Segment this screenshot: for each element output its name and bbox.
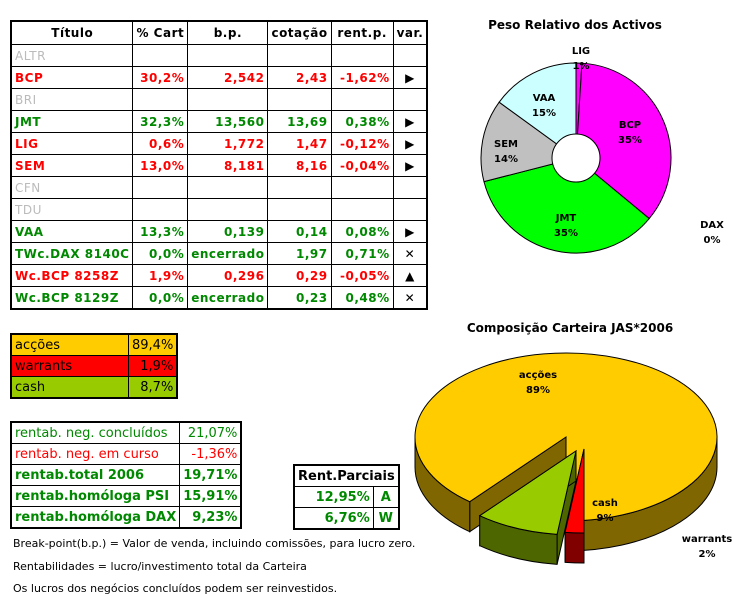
mix-value: 89,4% — [128, 333, 178, 356]
table-row: JMT 32,3% 13,560 13,69 0,38% ▶ — [10, 110, 428, 133]
cell-rent: -1,62% — [330, 66, 394, 89]
allocation-table: acções 89,4% warrants 1,9% cash 8,7% — [10, 333, 179, 399]
return-value: 9,23% — [179, 506, 242, 529]
table-row: Wc.BCP 8129Z 0,0% encerrado 0,23 0,48% ✕ — [10, 286, 428, 310]
return-label: rentab.total 2006 — [10, 464, 181, 486]
cell-bp: 1,772 — [187, 132, 269, 155]
pie1-slice-vaa — [498, 62, 577, 159]
return-label: rentab.homóloga DAX — [10, 506, 181, 529]
note-reinvest: Os lucros dos negócios concluídos podem … — [13, 582, 338, 595]
pie2-slice-warrants — [564, 448, 585, 534]
return-value: 15,91% — [179, 485, 242, 507]
pie2-label-cash: cash 9% — [592, 498, 618, 524]
return-row: rentab.total 2006 19,71% — [10, 464, 242, 486]
pie2-label-warrants: warrants 2% — [681, 534, 733, 560]
pie1-label-sem: SEM 14% — [494, 139, 518, 165]
return-label: rentab. neg. em curso — [10, 443, 181, 465]
table-row: BRI — [10, 88, 428, 111]
mix-row: acções 89,4% — [10, 333, 178, 356]
cell-cart: 1,9% — [132, 264, 189, 287]
table-header: Título % Cart b.p. cotação rent.p. var. — [10, 20, 428, 45]
pie1-label-dax: DAX 0% — [700, 220, 724, 246]
mix-label: warrants — [10, 355, 129, 377]
cell-rent: -0,05% — [330, 264, 394, 287]
note-breakpoint: Break-point(b.p.) = Valor de venda, incl… — [13, 537, 416, 550]
cell-bp: encerrado — [187, 286, 269, 310]
partial-value: 12,95% — [293, 486, 374, 508]
returns-table: rentab. neg. concluídos 21,07% rentab. neg… — [10, 421, 243, 529]
pie1-label-lig: LIG 1% — [571, 46, 591, 72]
cell-var-icon: ✕ — [392, 286, 428, 310]
table-row: BCP 30,2% 2,542 2,43 -1,62% ▶ — [10, 66, 428, 89]
pie2-title: Composição Carteira JAS*2006 — [466, 321, 674, 335]
table-row: CFN — [10, 176, 428, 199]
pie1-label-bcp: BCP 35% — [618, 120, 642, 146]
cell-bp: 0,296 — [187, 264, 269, 287]
return-row: rentab.homóloga PSI 15,91% — [10, 485, 242, 507]
mix-row: cash 8,7% — [10, 376, 178, 399]
partial-code: A — [372, 486, 400, 508]
cell-bp: 0,139 — [187, 220, 269, 243]
pie1-title: Peso Relativo dos Activos — [488, 18, 662, 32]
mix-value: 8,7% — [128, 376, 178, 399]
col-var: var. — [392, 20, 428, 45]
mix-label: acções — [10, 333, 129, 356]
cell-cotacao: 0,29 — [267, 264, 332, 287]
pie1-slice-jmt — [483, 157, 650, 254]
pie1-label-jmt: JMT 35% — [554, 213, 578, 239]
return-label: rentab. neg. concluídos — [10, 421, 181, 444]
return-value: 21,07% — [179, 421, 242, 444]
cell-titulo: BRI — [10, 88, 134, 111]
cell-titulo: ALTR — [10, 44, 134, 67]
partial-value: 6,76% — [293, 507, 374, 530]
return-row: rentab. neg. em curso -1,36% — [10, 443, 242, 465]
mix-value: 1,9% — [128, 355, 178, 377]
table-row: SEM 13,0% 8,181 8,16 -0,04% ▶ — [10, 154, 428, 177]
cell-rent: 0,48% — [330, 286, 394, 310]
note-rentabilidades: Rentabilidades = lucro/investimento tota… — [13, 560, 307, 573]
cell-bp: encerrado — [187, 242, 269, 265]
cell-cotacao: 13,69 — [267, 110, 332, 133]
cell-cart: 0,6% — [132, 132, 189, 155]
cell-cart: 0,0% — [132, 242, 189, 265]
mix-row: warrants 1,9% — [10, 355, 178, 377]
pie2-slice-acções — [414, 352, 718, 522]
assets-table: Título % Cart b.p. cotação rent.p. var. … — [10, 20, 429, 310]
cell-titulo: BCP — [10, 66, 134, 89]
partial-returns-table: Rent.Parciais 12,95% A 6,76% W — [293, 464, 400, 530]
return-row: rentab.homóloga DAX 9,23% — [10, 506, 242, 529]
col-cart: % Cart — [132, 20, 189, 45]
return-row: rentab. neg. concluídos 21,07% — [10, 421, 242, 444]
cell-cotacao: 1,97 — [267, 242, 332, 265]
cell-bp: 8,181 — [187, 154, 269, 177]
pie1-hole — [551, 133, 601, 183]
table-row: TWc.DAX 8140C 0,0% encerrado 1,97 0,71% ✕ — [10, 242, 428, 265]
cell-var-icon: ▲ — [392, 264, 428, 287]
cell-titulo: TDU — [10, 198, 134, 221]
pie2-side-warrants — [564, 531, 585, 564]
cell-cotacao: 0,23 — [267, 286, 332, 310]
pie2-label-accoes: acções 89% — [518, 370, 558, 396]
partial-code: W — [372, 507, 400, 530]
cell-titulo: Wc.BCP 8258Z — [10, 264, 134, 287]
cell-titulo: Wc.BCP 8129Z — [10, 286, 134, 310]
pie2-slice-cash — [478, 449, 577, 535]
pie1-slice-bcp — [575, 62, 672, 220]
cell-cart: 30,2% — [132, 66, 189, 89]
cell-cotacao: 8,16 — [267, 154, 332, 177]
cell-cart: 0,0% — [132, 286, 189, 310]
cell-bp: 2,542 — [187, 66, 269, 89]
return-label: rentab.homóloga PSI — [10, 485, 181, 507]
col-bp: b.p. — [187, 20, 269, 45]
pie1-label-vaa: VAA 15% — [532, 93, 556, 119]
table-row: ALTR — [10, 44, 428, 67]
table-row: Wc.BCP 8258Z 1,9% 0,296 0,29 -0,05% ▲ — [10, 264, 428, 287]
cell-titulo: TWc.DAX 8140C — [10, 242, 134, 265]
table-row: LIG 0,6% 1,772 1,47 -0,12% ▶ — [10, 132, 428, 155]
return-value: -1,36% — [179, 443, 242, 465]
